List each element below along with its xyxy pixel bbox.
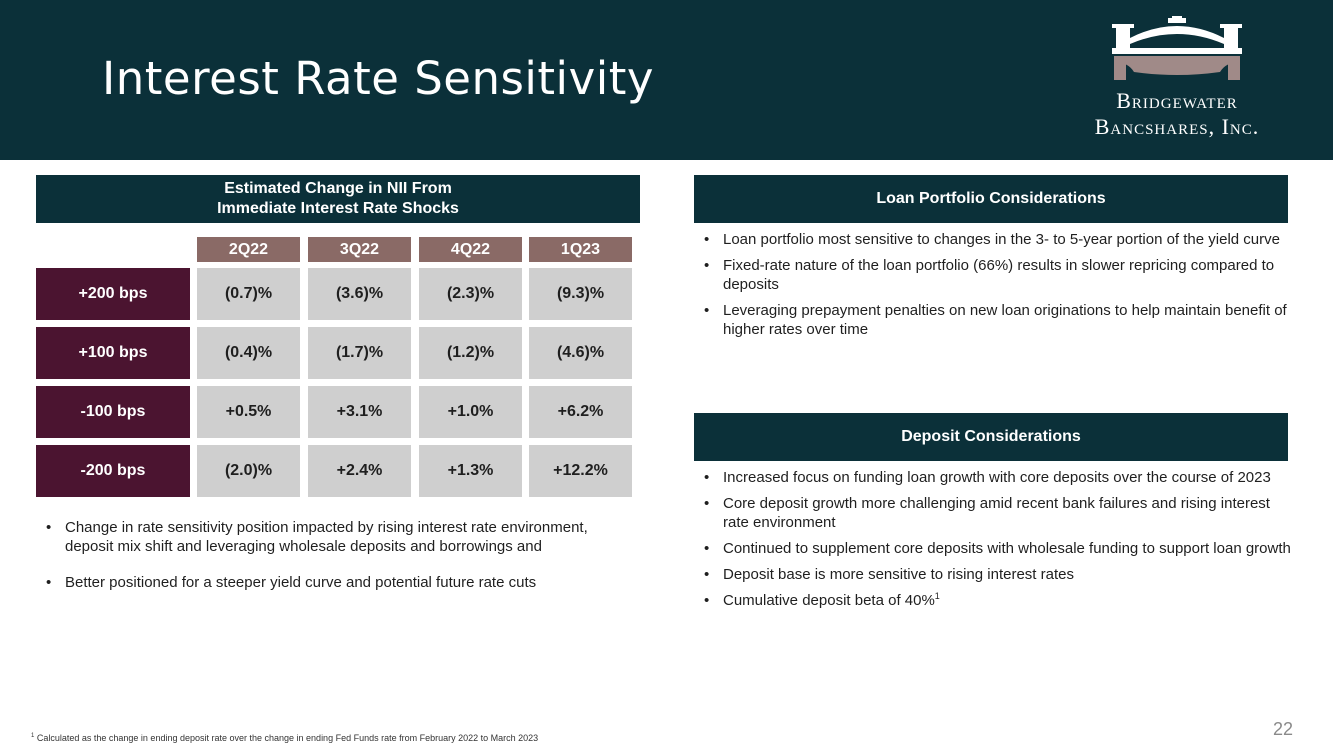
table-cell: +1.0% — [419, 386, 522, 438]
bridge-logo-icon — [1112, 16, 1242, 80]
list-item: Leveraging prepayment penalties on new l… — [694, 301, 1294, 339]
quarter-header-3q22: 3Q22 — [308, 237, 411, 262]
header-banner: Interest Rate Sensitivity Bridgewater Ba… — [0, 0, 1333, 160]
table-cell: +2.4% — [308, 445, 411, 497]
deposit-panel-header: Deposit Considerations — [694, 413, 1288, 461]
table-cell: (2.3)% — [419, 268, 522, 320]
list-item-deposit-beta: Cumulative deposit beta of 40%1 — [694, 591, 1294, 610]
list-item: Loan portfolio most sensitive to changes… — [694, 230, 1294, 249]
company-logo: Bridgewater Bancshares, Inc. — [1062, 16, 1292, 142]
shock-label-minus200: -200 bps — [36, 445, 190, 497]
list-item: Increased focus on funding loan growth w… — [694, 468, 1294, 487]
page-title: Interest Rate Sensitivity — [102, 52, 654, 105]
loan-considerations-list: Loan portfolio most sensitive to changes… — [694, 230, 1294, 346]
loan-panel-header: Loan Portfolio Considerations — [694, 175, 1288, 223]
table-cell: +0.5% — [197, 386, 300, 438]
logo-name-line2: Bancshares, Inc. — [1094, 114, 1260, 139]
rate-sensitivity-notes: Change in rate sensitivity position impa… — [36, 518, 626, 609]
nii-title-line1: Estimated Change in NII From — [224, 180, 452, 197]
table-cell: +3.1% — [308, 386, 411, 438]
table-cell: (1.2)% — [419, 327, 522, 379]
table-cell: (2.0)% — [197, 445, 300, 497]
table-cell: (9.3)% — [529, 268, 632, 320]
list-item: Better positioned for a steeper yield cu… — [36, 573, 626, 592]
table-cell: (0.4)% — [197, 327, 300, 379]
deposit-beta-text: Cumulative deposit beta of 40% — [723, 592, 935, 609]
table-cell: (1.7)% — [308, 327, 411, 379]
footnote-marker: 1 — [934, 591, 940, 601]
table-cell: (0.7)% — [197, 268, 300, 320]
shock-label-minus100: -100 bps — [36, 386, 190, 438]
quarter-header-4q22: 4Q22 — [419, 237, 522, 262]
quarter-header-2q22: 2Q22 — [197, 237, 300, 262]
page-number: 22 — [1273, 719, 1294, 739]
table-cell: +6.2% — [529, 386, 632, 438]
list-item: Change in rate sensitivity position impa… — [36, 518, 626, 556]
nii-table-header: Estimated Change in NII From Immediate I… — [36, 175, 640, 223]
shock-label-plus200: +200 bps — [36, 268, 190, 320]
nii-title-line2: Immediate Interest Rate Shocks — [217, 200, 459, 217]
list-item: Deposit base is more sensitive to rising… — [694, 565, 1294, 584]
table-cell: +1.3% — [419, 445, 522, 497]
footnote-marker: 1 — [31, 733, 35, 739]
table-cell: +12.2% — [529, 445, 632, 497]
footnote-text: Calculated as the change in ending depos… — [36, 733, 539, 743]
quarter-header-1q23: 1Q23 — [529, 237, 632, 262]
table-cell: (4.6)% — [529, 327, 632, 379]
footnote: 1 Calculated as the change in ending dep… — [31, 733, 538, 743]
logo-name-line1: Bridgewater — [1116, 88, 1238, 113]
table-cell: (3.6)% — [308, 268, 411, 320]
deposit-considerations-list: Increased focus on funding loan growth w… — [694, 468, 1294, 617]
list-item: Fixed-rate nature of the loan portfolio … — [694, 256, 1294, 294]
list-item: Continued to supplement core deposits wi… — [694, 539, 1294, 558]
list-item: Core deposit growth more challenging ami… — [694, 494, 1294, 532]
shock-label-plus100: +100 bps — [36, 327, 190, 379]
